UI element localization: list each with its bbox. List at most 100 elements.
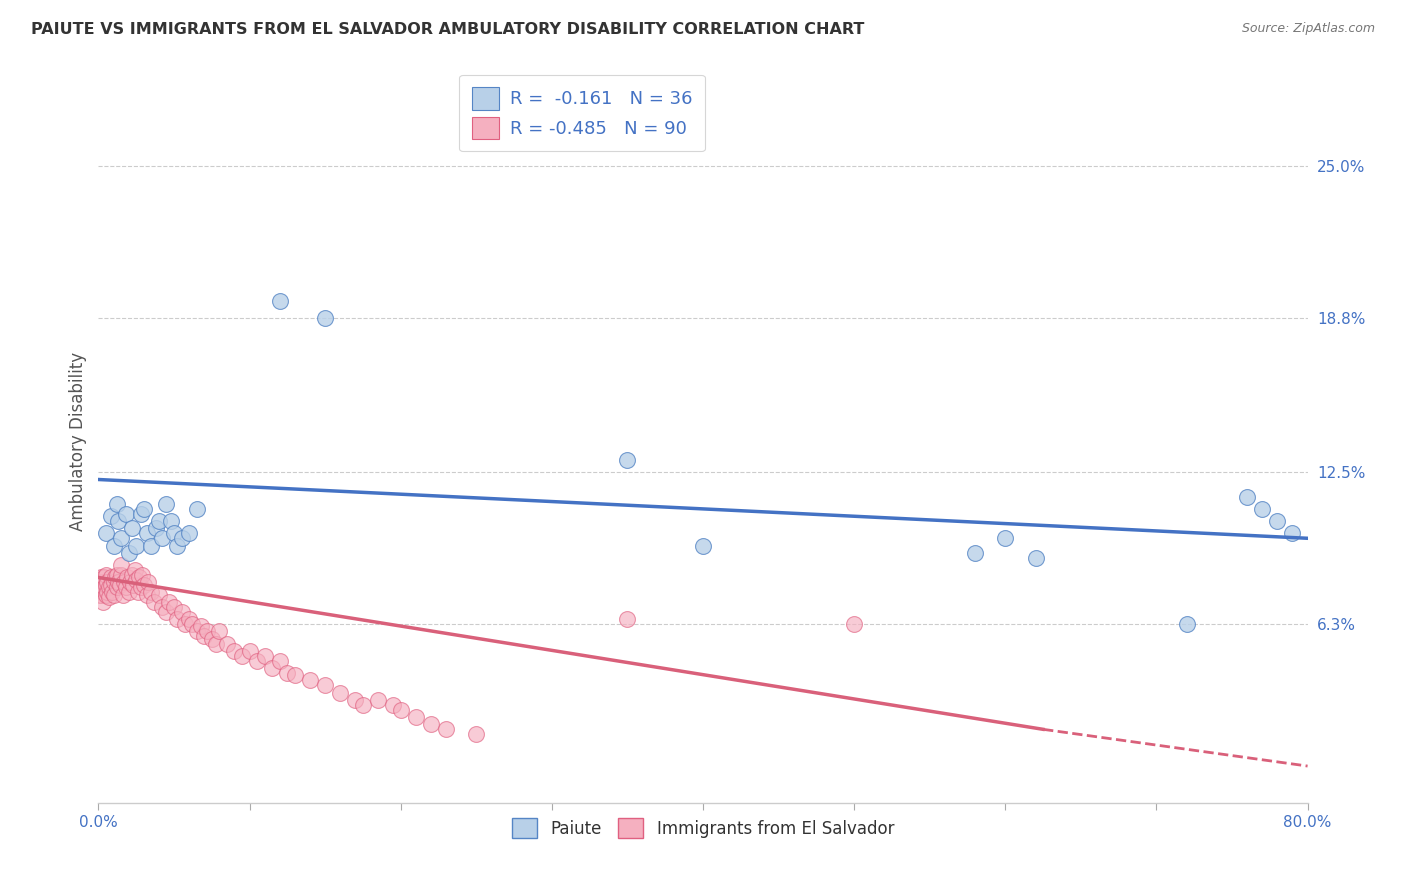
Point xyxy=(111,588,134,602)
Point xyxy=(129,580,152,594)
Point xyxy=(120,575,142,590)
Point xyxy=(107,575,129,590)
Point xyxy=(166,612,188,626)
Point xyxy=(1175,617,1198,632)
Point xyxy=(141,585,163,599)
Point xyxy=(215,637,238,651)
Point xyxy=(224,644,246,658)
Point xyxy=(96,585,118,599)
Point xyxy=(115,570,138,584)
Point xyxy=(125,539,148,553)
Point xyxy=(91,585,114,599)
Point xyxy=(269,293,291,308)
Point xyxy=(170,605,193,619)
Point xyxy=(143,595,166,609)
Point xyxy=(145,521,167,535)
Point xyxy=(190,619,212,633)
Point xyxy=(94,588,117,602)
Point xyxy=(93,580,115,594)
Point xyxy=(276,665,298,680)
Legend: Paiute, Immigrants from El Salvador: Paiute, Immigrants from El Salvador xyxy=(505,812,901,845)
Point xyxy=(104,570,127,584)
Point xyxy=(112,575,135,590)
Point xyxy=(89,575,111,590)
Point xyxy=(170,531,193,545)
Point xyxy=(90,578,112,592)
Point xyxy=(100,578,122,592)
Point xyxy=(160,514,183,528)
Point xyxy=(155,605,177,619)
Point xyxy=(420,717,443,731)
Point xyxy=(329,685,352,699)
Point xyxy=(101,585,124,599)
Point xyxy=(105,568,128,582)
Point xyxy=(181,617,204,632)
Point xyxy=(90,588,112,602)
Point xyxy=(118,585,141,599)
Point xyxy=(352,698,374,712)
Point xyxy=(98,590,121,604)
Point xyxy=(103,539,125,553)
Text: Source: ZipAtlas.com: Source: ZipAtlas.com xyxy=(1241,22,1375,36)
Point xyxy=(163,526,186,541)
Point xyxy=(231,648,253,663)
Point xyxy=(173,617,195,632)
Point xyxy=(159,595,181,609)
Point xyxy=(105,580,128,594)
Point xyxy=(89,588,111,602)
Point xyxy=(108,578,131,592)
Y-axis label: Ambulatory Disability: Ambulatory Disability xyxy=(69,352,87,531)
Point xyxy=(125,573,148,587)
Point xyxy=(1024,550,1046,565)
Point xyxy=(114,580,136,594)
Point xyxy=(262,661,284,675)
Point xyxy=(314,678,336,692)
Point xyxy=(132,502,155,516)
Point xyxy=(150,599,173,614)
Point xyxy=(110,558,132,573)
Point xyxy=(314,310,336,325)
Point xyxy=(246,654,269,668)
Point xyxy=(1251,502,1274,516)
Point xyxy=(616,612,638,626)
Point xyxy=(382,698,405,712)
Point xyxy=(129,507,152,521)
Point xyxy=(121,568,143,582)
Point xyxy=(344,693,367,707)
Point xyxy=(105,497,128,511)
Point xyxy=(103,575,125,590)
Point xyxy=(127,585,149,599)
Point xyxy=(389,703,412,717)
Point xyxy=(155,497,177,511)
Point xyxy=(179,612,201,626)
Point xyxy=(110,531,132,545)
Point xyxy=(186,502,208,516)
Point xyxy=(94,526,117,541)
Point xyxy=(844,617,866,632)
Point xyxy=(253,648,276,663)
Point xyxy=(186,624,208,639)
Point xyxy=(148,514,170,528)
Point xyxy=(114,507,136,521)
Point xyxy=(205,637,228,651)
Point xyxy=(434,723,457,737)
Point xyxy=(239,644,262,658)
Point xyxy=(692,539,714,553)
Point xyxy=(616,453,638,467)
Point xyxy=(284,668,307,682)
Point xyxy=(136,575,159,590)
Point xyxy=(89,580,111,594)
Point xyxy=(367,693,389,707)
Point xyxy=(299,673,322,688)
Point xyxy=(98,580,121,594)
Point xyxy=(100,509,122,524)
Point xyxy=(405,710,427,724)
Point xyxy=(122,578,145,592)
Point xyxy=(1236,490,1258,504)
Point xyxy=(193,629,215,643)
Point xyxy=(94,568,117,582)
Point xyxy=(90,570,112,584)
Point xyxy=(1267,514,1289,528)
Point xyxy=(100,570,122,584)
Point xyxy=(195,624,218,639)
